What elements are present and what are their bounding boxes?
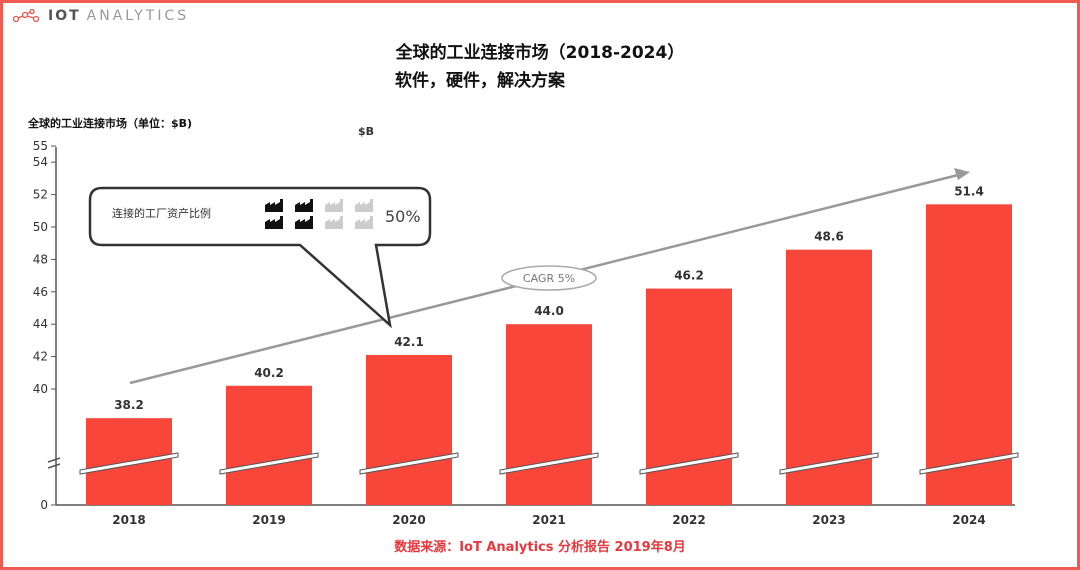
- unit-label: $B: [358, 125, 375, 138]
- x-tick-label: 2024: [952, 513, 985, 527]
- data-label: 46.2: [674, 269, 704, 283]
- x-tick-label: 2023: [812, 513, 845, 527]
- factory-icon: [355, 199, 373, 212]
- bar-break: [499, 452, 599, 475]
- bar-break: [919, 452, 1019, 475]
- chart-title: 全球的工业连接市场（2018-2024）: [395, 43, 685, 63]
- source-note: 数据来源：IoT Analytics 分析报告 2019年8月: [394, 540, 686, 555]
- callout-value: 50%: [385, 207, 421, 226]
- x-tick-label: 2021: [532, 513, 565, 527]
- factory-icon: [325, 199, 343, 212]
- arrow-head-icon: [954, 168, 970, 180]
- factory-icon: [295, 199, 313, 212]
- network-logo-icon: [12, 9, 40, 23]
- y-tick-label: 52: [33, 188, 48, 202]
- y-tick-label: 48: [33, 252, 48, 266]
- data-label: 42.1: [394, 335, 424, 349]
- factory-icon: [295, 216, 313, 229]
- x-tick-label: 2022: [672, 513, 705, 527]
- chart-subtitle: 软件，硬件，解决方案: [395, 71, 565, 91]
- bar-break: [639, 452, 739, 475]
- data-label: 40.2: [254, 366, 284, 380]
- cagr-label: CAGR 5%: [523, 272, 575, 285]
- callout-label: 连接的工厂资产比例: [112, 207, 211, 220]
- bar: [926, 204, 1012, 505]
- y-tick-label: 50: [33, 220, 48, 234]
- data-label: 48.6: [814, 230, 844, 244]
- data-label: 38.2: [114, 398, 144, 412]
- x-tick-label: 2020: [392, 513, 425, 527]
- y-tick-label: 0: [40, 498, 48, 512]
- x-tick-label: 2018: [112, 513, 145, 527]
- y-tick-label: 55: [33, 139, 48, 153]
- x-tick-label: 2019: [252, 513, 285, 527]
- axis-break-mark: [47, 457, 61, 469]
- bar: [226, 385, 312, 505]
- bar-break: [219, 452, 319, 475]
- bar: [366, 354, 452, 505]
- logo-text: ANALYTICS: [86, 8, 190, 24]
- y-tick-label: 46: [33, 285, 48, 299]
- cagr-badge: [501, 265, 597, 291]
- y-tick-label: 44: [33, 317, 48, 331]
- y-axis-label: 全球的工业连接市场（单位：$B): [28, 117, 193, 130]
- data-label: 44.0: [534, 304, 564, 318]
- y-tick-label: 54: [33, 155, 48, 169]
- factory-icon: [265, 216, 283, 229]
- logo-text-bold: IOT: [48, 8, 81, 24]
- factory-icon: [325, 216, 343, 229]
- bar: [646, 288, 732, 505]
- factory-icon: [265, 199, 283, 212]
- callout-bubble: [88, 186, 432, 329]
- bar-break: [359, 452, 459, 475]
- y-tick-label: 42: [33, 350, 48, 364]
- logo: IOT ANALYTICS: [12, 8, 189, 24]
- bar: [506, 324, 592, 505]
- bar-break: [779, 452, 879, 475]
- factory-icon: [355, 216, 373, 229]
- bar-break: [79, 452, 179, 475]
- data-label: 51.4: [954, 184, 984, 198]
- y-tick-label: 40: [33, 382, 48, 396]
